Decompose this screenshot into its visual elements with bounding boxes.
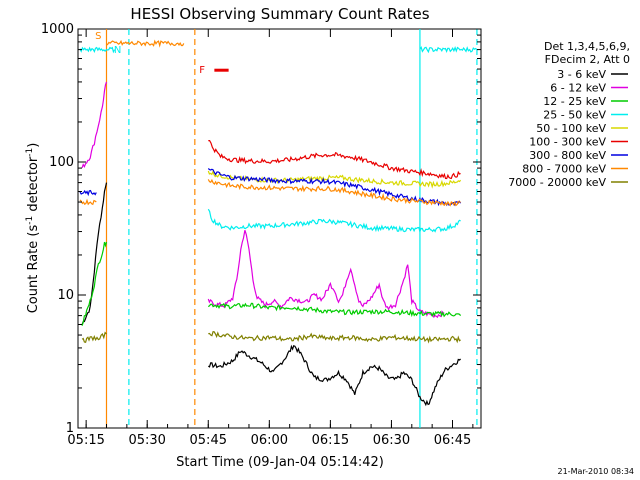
annotation-f: F: [199, 65, 205, 76]
plot-frame: [77, 28, 482, 429]
y-axis-label: Count Rate (s-1 detector-1): [25, 143, 41, 314]
x-tick-label-5: 06:30: [373, 433, 410, 448]
y-axis-ticks: 1 10 100 1000: [41, 22, 481, 436]
legend-label-6: 300 - 800 keV: [529, 149, 606, 162]
legend-label-8: 7000 - 20000 keV: [508, 176, 606, 189]
series-line-2-segment-1: [207, 302, 462, 318]
x-tick-label-0: 05:15: [67, 433, 104, 448]
annotations-layer: S N F: [95, 31, 229, 76]
vertical-lines-layer: [105, 29, 478, 428]
series-line-1-segment-1: [207, 230, 445, 319]
generated-timestamp: 21-Mar-2010 08:34: [558, 467, 635, 476]
series-line-8-segment-0: [81, 331, 107, 344]
series-line-6-segment-0: [79, 189, 97, 197]
chart-title: HESSI Observing Summary Count Rates: [130, 5, 429, 23]
series-line-8-segment-1: [208, 331, 461, 344]
series-line-7-segment-1: [207, 178, 461, 207]
legend-header-line-2: FDecim 2, Att 0: [545, 53, 630, 66]
series-layer: [79, 39, 478, 407]
annotation-n: N: [114, 45, 121, 56]
series-line-1-segment-0: [81, 81, 108, 168]
y-tick-label-0: 1: [66, 421, 74, 436]
legend-label-3: 25 - 50 keV: [543, 109, 606, 122]
legend-label-5: 100 - 300 keV: [529, 136, 606, 149]
legend-header-line-1: Det 1,3,4,5,6,9,: [544, 40, 630, 53]
legend-label-2: 12 - 25 keV: [543, 95, 606, 108]
x-axis-label: Start Time (09-Jan-04 05:14:42): [176, 455, 384, 470]
series-line-5-segment-0: [208, 140, 461, 180]
series-line-2-segment-0: [81, 241, 108, 326]
legend-label-0: 3 - 6 keV: [557, 68, 606, 81]
series-line-3-segment-2: [419, 46, 478, 54]
y-tick-label-2: 100: [49, 155, 74, 170]
series-line-7-segment-2: [106, 39, 185, 48]
legend-label-7: 800 - 7000 keV: [522, 163, 606, 176]
x-tick-label-2: 05:45: [190, 433, 227, 448]
x-tick-label-1: 05:30: [128, 433, 165, 448]
series-line-0-segment-1: [207, 344, 462, 407]
series-line-3-segment-0: [79, 46, 116, 54]
legend-label-1: 6 - 12 keV: [550, 82, 606, 95]
series-line-0-segment-0: [81, 182, 108, 325]
x-tick-label-6: 06:45: [434, 433, 471, 448]
annotation-s: S: [95, 31, 101, 42]
x-axis-ticks: 05:15 05:30 05:45 06:00 06:15 06:30 06:45: [67, 29, 474, 448]
legend: Det 1,3,4,5,6,9, FDecim 2, Att 0 3 - 6 k…: [508, 40, 630, 189]
legend-label-4: 50 - 100 keV: [536, 122, 606, 135]
x-tick-label-3: 06:00: [251, 433, 288, 448]
series-line-7-segment-0: [79, 198, 97, 206]
y-tick-label-1: 10: [57, 288, 74, 303]
x-tick-label-4: 06:15: [312, 433, 349, 448]
y-tick-label-3: 1000: [41, 22, 74, 37]
series-line-3-segment-1: [207, 208, 461, 234]
